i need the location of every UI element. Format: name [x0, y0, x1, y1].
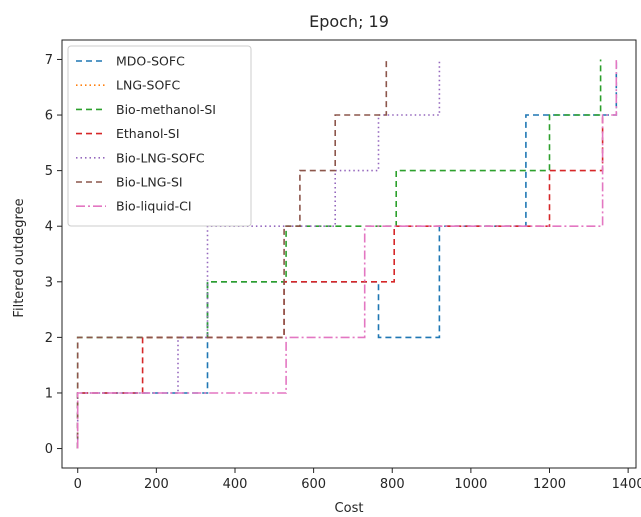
y-tick-label: 4: [45, 220, 53, 235]
x-tick-label: 1000: [454, 477, 487, 492]
y-tick-label: 3: [45, 275, 53, 290]
chart-title: Epoch; 19: [309, 12, 389, 31]
y-tick-label: 5: [45, 164, 53, 179]
x-tick-label: 1400: [612, 477, 641, 492]
series-line-bio-liquid-ci: [76, 59, 618, 449]
x-axis-ticks: 0 200 400 600 800 1000 1200 1400: [74, 468, 641, 492]
y-axis-label: Filtered outdegree: [12, 198, 27, 317]
x-tick-label: 800: [380, 477, 405, 492]
x-tick-label: 1200: [533, 477, 566, 492]
y-tick-label: 1: [45, 386, 53, 401]
series-line-bio-lng-si: [76, 59, 388, 449]
x-tick-label: 400: [223, 477, 248, 492]
legend-label-bio-liquid-ci: Bio-liquid-CI: [116, 199, 192, 214]
legend-label-bio-lng-sofc: Bio-LNG-SOFC: [116, 150, 205, 165]
legend-label-bio-methanol-si: Bio-methanol-SI: [116, 102, 216, 117]
legend-label-bio-lng-si: Bio-LNG-SI: [116, 175, 183, 190]
series-line-bio-lng-sofc: [76, 59, 441, 449]
series-line-mdo-sofc: [76, 59, 618, 449]
x-tick-label: 200: [144, 477, 169, 492]
y-tick-label: 0: [45, 442, 53, 457]
x-axis-label: Cost: [335, 501, 364, 516]
plot-frame: [61, 39, 637, 469]
y-tick-label: 2: [45, 331, 53, 346]
y-tick-label: 6: [45, 109, 53, 124]
plot-area: [61, 39, 637, 469]
x-tick-label: 0: [74, 477, 82, 492]
legend-label-mdo-sofc: MDO-SOFC: [116, 54, 185, 69]
series-line-bio-methanol-si: [76, 59, 602, 449]
x-tick-label: 600: [301, 477, 326, 492]
legend-label-ethanol-si: Ethanol-SI: [116, 126, 180, 141]
legend-box: [67, 45, 252, 227]
y-axis-ticks: 0 1 2 3 4 5 6 7: [45, 53, 62, 457]
legend-label-lng-sofc: LNG-SOFC: [116, 78, 180, 93]
legend: MDO-SOFC LNG-SOFC Bio-methanol-SI Ethanol-S…: [67, 45, 252, 227]
y-tick-label: 7: [45, 53, 53, 68]
